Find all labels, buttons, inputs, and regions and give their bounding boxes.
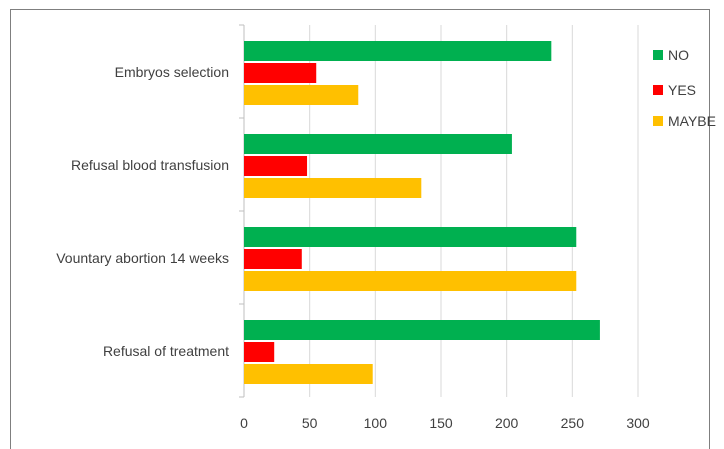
legend-label-maybe: MAYBE (668, 113, 716, 129)
bar-no-0 (244, 41, 552, 61)
category-label: Vountary abortion 14 weeks (56, 250, 229, 266)
legend-swatch-yes (653, 85, 663, 95)
x-tick-label: 150 (429, 415, 453, 431)
bar-no-2 (244, 227, 577, 247)
x-tick-label: 200 (495, 415, 519, 431)
bar-yes-1 (244, 156, 308, 176)
grid-lines (309, 25, 639, 397)
bar-yes-3 (244, 342, 275, 362)
axes (239, 24, 245, 398)
x-tick-label: 300 (626, 415, 650, 431)
x-tick-label: 100 (364, 415, 388, 431)
x-tick-label: 50 (302, 415, 318, 431)
bar-maybe-2 (244, 271, 577, 291)
category-label: Embryos selection (115, 64, 229, 80)
legend-swatch-no (653, 50, 663, 60)
bar-no-3 (244, 320, 600, 340)
bars (244, 41, 600, 384)
legend-label-no: NO (668, 47, 689, 63)
bar-no-1 (244, 134, 512, 154)
x-tick-label: 0 (240, 415, 248, 431)
bar-maybe-1 (244, 178, 422, 198)
chart-frame (10, 9, 710, 449)
bar-maybe-0 (244, 85, 359, 105)
category-labels: Embryos selection Refusal blood transfusi… (56, 64, 229, 359)
legend: NO YES MAYBE (653, 47, 716, 129)
bar-yes-0 (244, 63, 317, 83)
x-tick-labels: 0 50 100 150 200 250 300 (240, 415, 650, 431)
bar-maybe-3 (244, 364, 373, 384)
legend-label-yes: YES (668, 82, 696, 98)
x-tick-label: 250 (561, 415, 585, 431)
category-label: Refusal blood transfusion (71, 157, 229, 173)
bar-yes-2 (244, 249, 302, 269)
category-label: Refusal of treatment (103, 343, 229, 359)
legend-swatch-maybe (653, 116, 663, 126)
